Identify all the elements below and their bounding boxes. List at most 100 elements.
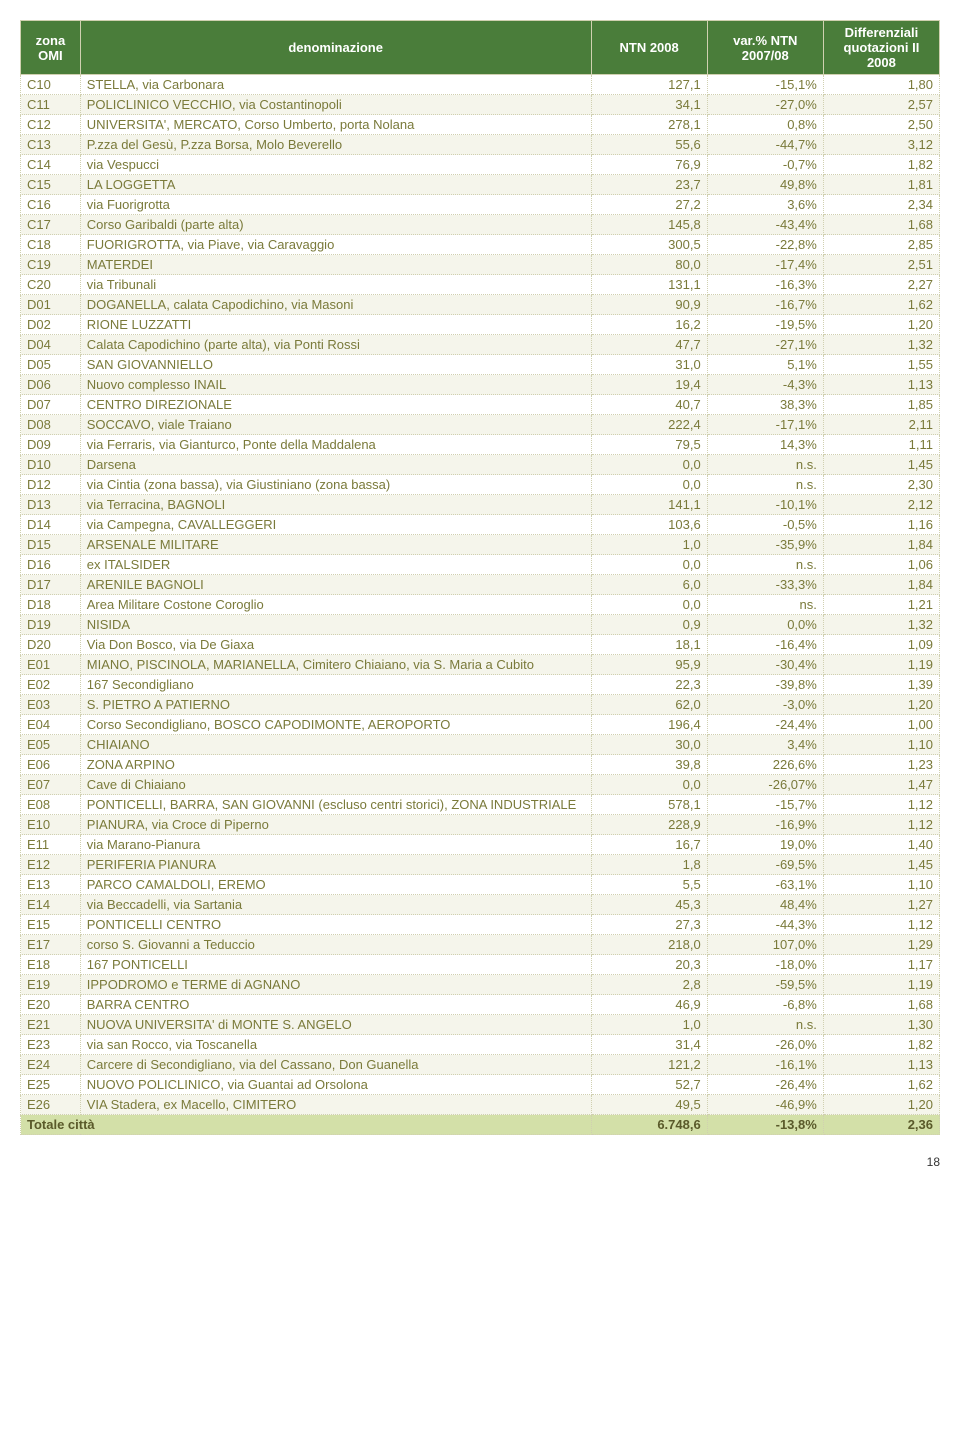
cell-denom: 167 Secondigliano <box>80 675 591 695</box>
table-row: E10PIANURA, via Croce di Piperno228,9-16… <box>21 815 940 835</box>
cell-code: C19 <box>21 255 81 275</box>
cell-ntn: 218,0 <box>591 935 707 955</box>
header-zona: zona OMI <box>21 21 81 75</box>
cell-diff: 1,20 <box>823 695 939 715</box>
cell-diff: 1,27 <box>823 895 939 915</box>
cell-ntn: 39,8 <box>591 755 707 775</box>
cell-ntn: 19,4 <box>591 375 707 395</box>
cell-diff: 2,11 <box>823 415 939 435</box>
total-row: Totale città6.748,6-13,8%2,36 <box>21 1115 940 1135</box>
table-row: E25NUOVO POLICLINICO, via Guantai ad Ors… <box>21 1075 940 1095</box>
cell-var: -43,4% <box>707 215 823 235</box>
cell-diff: 2,30 <box>823 475 939 495</box>
cell-denom: via Vespucci <box>80 155 591 175</box>
table-row: E12PERIFERIA PIANURA1,8-69,5%1,45 <box>21 855 940 875</box>
table-row: D20Via Don Bosco, via De Giaxa18,1-16,4%… <box>21 635 940 655</box>
cell-var: -17,1% <box>707 415 823 435</box>
table-row: E14via Beccadelli, via Sartania45,348,4%… <box>21 895 940 915</box>
cell-diff: 1,30 <box>823 1015 939 1035</box>
cell-code: D16 <box>21 555 81 575</box>
cell-diff: 1,62 <box>823 295 939 315</box>
cell-denom: MIANO, PISCINOLA, MARIANELLA, Cimitero C… <box>80 655 591 675</box>
cell-code: C14 <box>21 155 81 175</box>
cell-denom: ZONA ARPINO <box>80 755 591 775</box>
table-row: C14via Vespucci76,9-0,7%1,82 <box>21 155 940 175</box>
cell-ntn: 18,1 <box>591 635 707 655</box>
cell-ntn: 23,7 <box>591 175 707 195</box>
cell-diff: 1,81 <box>823 175 939 195</box>
cell-code: E08 <box>21 795 81 815</box>
cell-diff: 1,13 <box>823 1055 939 1075</box>
cell-code: E04 <box>21 715 81 735</box>
table-row: C17Corso Garibaldi (parte alta)145,8-43,… <box>21 215 940 235</box>
cell-denom: SAN GIOVANNIELLO <box>80 355 591 375</box>
cell-denom: CHIAIANO <box>80 735 591 755</box>
cell-code: E17 <box>21 935 81 955</box>
table-row: C20via Tribunali131,1-16,3%2,27 <box>21 275 940 295</box>
cell-ntn: 196,4 <box>591 715 707 735</box>
table-row: D10Darsena0,0n.s.1,45 <box>21 455 940 475</box>
cell-var: 3,6% <box>707 195 823 215</box>
cell-code: C17 <box>21 215 81 235</box>
cell-code: D09 <box>21 435 81 455</box>
header-denom: denominazione <box>80 21 591 75</box>
cell-ntn: 40,7 <box>591 395 707 415</box>
cell-denom: via Ferraris, via Gianturco, Ponte della… <box>80 435 591 455</box>
cell-code: D14 <box>21 515 81 535</box>
cell-denom: S. PIETRO A PATIERNO <box>80 695 591 715</box>
cell-code: D04 <box>21 335 81 355</box>
table-row: E24Carcere di Secondigliano, via del Cas… <box>21 1055 940 1075</box>
cell-ntn: 131,1 <box>591 275 707 295</box>
cell-diff: 1,19 <box>823 655 939 675</box>
cell-denom: via Beccadelli, via Sartania <box>80 895 591 915</box>
table-row: E05CHIAIANO30,03,4%1,10 <box>21 735 940 755</box>
cell-code: C20 <box>21 275 81 295</box>
table-row: D08SOCCAVO, viale Traiano222,4-17,1%2,11 <box>21 415 940 435</box>
cell-var: 48,4% <box>707 895 823 915</box>
table-row: C13P.zza del Gesù, P.zza Borsa, Molo Bev… <box>21 135 940 155</box>
table-row: E04Corso Secondigliano, BOSCO CAPODIMONT… <box>21 715 940 735</box>
cell-denom: via Terracina, BAGNOLI <box>80 495 591 515</box>
cell-denom: PIANURA, via Croce di Piperno <box>80 815 591 835</box>
table-row: D12via Cintia (zona bassa), via Giustini… <box>21 475 940 495</box>
cell-code: C15 <box>21 175 81 195</box>
cell-diff: 1,80 <box>823 75 939 95</box>
table-row: E03S. PIETRO A PATIERNO62,0-3,0%1,20 <box>21 695 940 715</box>
cell-code: E26 <box>21 1095 81 1115</box>
cell-var: -0,7% <box>707 155 823 175</box>
cell-ntn: 20,3 <box>591 955 707 975</box>
cell-code: E13 <box>21 875 81 895</box>
table-row: D07CENTRO DIREZIONALE40,738,3%1,85 <box>21 395 940 415</box>
cell-denom: ARSENALE MILITARE <box>80 535 591 555</box>
table-row: D01DOGANELLA, calata Capodichino, via Ma… <box>21 295 940 315</box>
cell-ntn: 145,8 <box>591 215 707 235</box>
cell-var: 3,4% <box>707 735 823 755</box>
table-row: D04Calata Capodichino (parte alta), via … <box>21 335 940 355</box>
cell-var: -19,5% <box>707 315 823 335</box>
cell-denom: IPPODROMO e TERME di AGNANO <box>80 975 591 995</box>
table-row: C10STELLA, via Carbonara127,1-15,1%1,80 <box>21 75 940 95</box>
cell-denom: ex ITALSIDER <box>80 555 591 575</box>
cell-denom: NUOVO POLICLINICO, via Guantai ad Orsolo… <box>80 1075 591 1095</box>
cell-var: 0,8% <box>707 115 823 135</box>
table-row: C16via Fuorigrotta27,23,6%2,34 <box>21 195 940 215</box>
cell-var: -33,3% <box>707 575 823 595</box>
cell-var: 14,3% <box>707 435 823 455</box>
cell-ntn: 103,6 <box>591 515 707 535</box>
cell-ntn: 0,0 <box>591 775 707 795</box>
cell-diff: 2,27 <box>823 275 939 295</box>
cell-denom: CENTRO DIREZIONALE <box>80 395 591 415</box>
cell-ntn: 22,3 <box>591 675 707 695</box>
cell-var: -0,5% <box>707 515 823 535</box>
table-row: D05SAN GIOVANNIELLO31,05,1%1,55 <box>21 355 940 375</box>
table-row: D17ARENILE BAGNOLI6,0-33,3%1,84 <box>21 575 940 595</box>
cell-code: D02 <box>21 315 81 335</box>
cell-var: -16,7% <box>707 295 823 315</box>
cell-diff: 2,12 <box>823 495 939 515</box>
cell-denom: UNIVERSITA', MERCATO, Corso Umberto, por… <box>80 115 591 135</box>
cell-diff: 1,29 <box>823 935 939 955</box>
cell-denom: via Marano-Pianura <box>80 835 591 855</box>
cell-var: -30,4% <box>707 655 823 675</box>
cell-denom: Carcere di Secondigliano, via del Cassan… <box>80 1055 591 1075</box>
cell-code: E07 <box>21 775 81 795</box>
